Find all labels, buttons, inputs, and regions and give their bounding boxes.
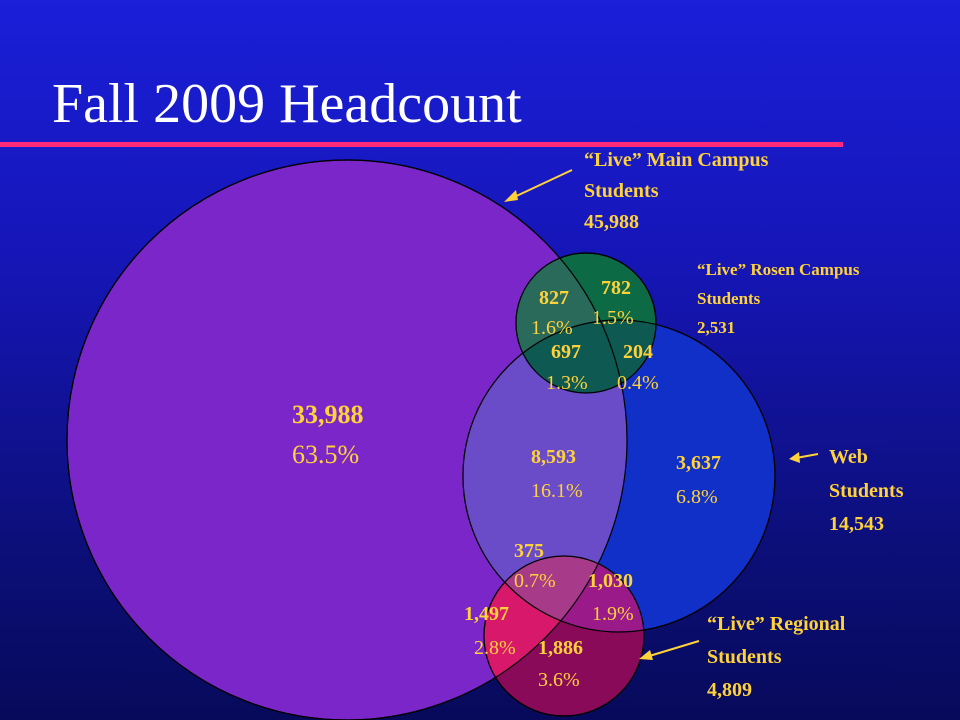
main-rosen-web-pct: 1.3% bbox=[546, 372, 588, 394]
web-pointer bbox=[795, 453, 819, 459]
main-outline bbox=[66, 159, 628, 720]
title-underline bbox=[0, 142, 843, 147]
main-web-regional-pct: 0.7% bbox=[514, 570, 556, 592]
main-campus-label-line2: Students bbox=[584, 180, 659, 202]
regional-only-count: 1,886 bbox=[538, 637, 583, 659]
main-web-overlap bbox=[463, 320, 627, 632]
main-regional-pct: 2.8% bbox=[474, 637, 516, 659]
web-total: 14,543 bbox=[829, 513, 884, 535]
web-only-pct: 6.8% bbox=[676, 486, 718, 508]
main-campus-label-line1: “Live” Main Campus bbox=[584, 149, 769, 171]
web-only-count: 3,637 bbox=[676, 452, 721, 474]
page-title: Fall 2009 Headcount bbox=[52, 73, 522, 135]
main-only-pct: 63.5% bbox=[292, 440, 359, 469]
main-campus-total: 45,988 bbox=[584, 211, 639, 233]
web-label-line2: Students bbox=[829, 480, 904, 502]
web-regional-count: 1,030 bbox=[588, 570, 633, 592]
rosen-web-count: 204 bbox=[623, 341, 653, 363]
rosen-campus-label-line1: “Live” Rosen Campus bbox=[697, 260, 860, 279]
main-rosen-web-count: 697 bbox=[551, 341, 581, 363]
regional-only-pct: 3.6% bbox=[538, 669, 580, 691]
rosen-only-pct: 1.5% bbox=[592, 307, 634, 329]
main-campus-label: “Live” Main Campus Students 45,988 bbox=[584, 149, 769, 233]
web-label-line1: Web bbox=[829, 446, 868, 468]
rosen-campus-label: “Live” Rosen Campus Students 2,531 bbox=[697, 260, 860, 337]
regional-total: 4,809 bbox=[707, 679, 752, 701]
main-web-pct: 16.1% bbox=[531, 480, 583, 502]
main-rosen-pct: 1.6% bbox=[531, 317, 573, 339]
regional-label-line2: Students bbox=[707, 646, 782, 668]
rosen-web-pct: 0.4% bbox=[617, 372, 659, 394]
main-only-count: 33,988 bbox=[292, 400, 364, 429]
web-label: Web Students 14,543 bbox=[829, 446, 904, 535]
main-campus-arrowhead bbox=[504, 190, 518, 202]
main-rosen-count: 827 bbox=[539, 287, 569, 309]
main-web-count: 8,593 bbox=[531, 446, 576, 468]
web-outline bbox=[462, 319, 776, 633]
regional-arrowhead bbox=[639, 650, 653, 660]
rosen-outline bbox=[515, 252, 657, 394]
regional-pointer bbox=[645, 640, 700, 658]
web-arrowhead bbox=[789, 452, 800, 463]
rosen-only-count: 782 bbox=[601, 277, 631, 299]
main-regional-count: 1,497 bbox=[464, 603, 509, 625]
web-regional-pct: 1.9% bbox=[592, 603, 634, 625]
regional-label-line1: “Live” Regional bbox=[707, 613, 846, 635]
rosen-campus-total: 2,531 bbox=[697, 318, 735, 337]
regional-label: “Live” Regional Students 4,809 bbox=[707, 613, 846, 701]
rosen-campus-label-line2: Students bbox=[697, 289, 761, 308]
regional-outline bbox=[483, 555, 645, 717]
main-web-regional-count: 375 bbox=[514, 540, 544, 562]
main-campus-pointer bbox=[509, 169, 573, 200]
